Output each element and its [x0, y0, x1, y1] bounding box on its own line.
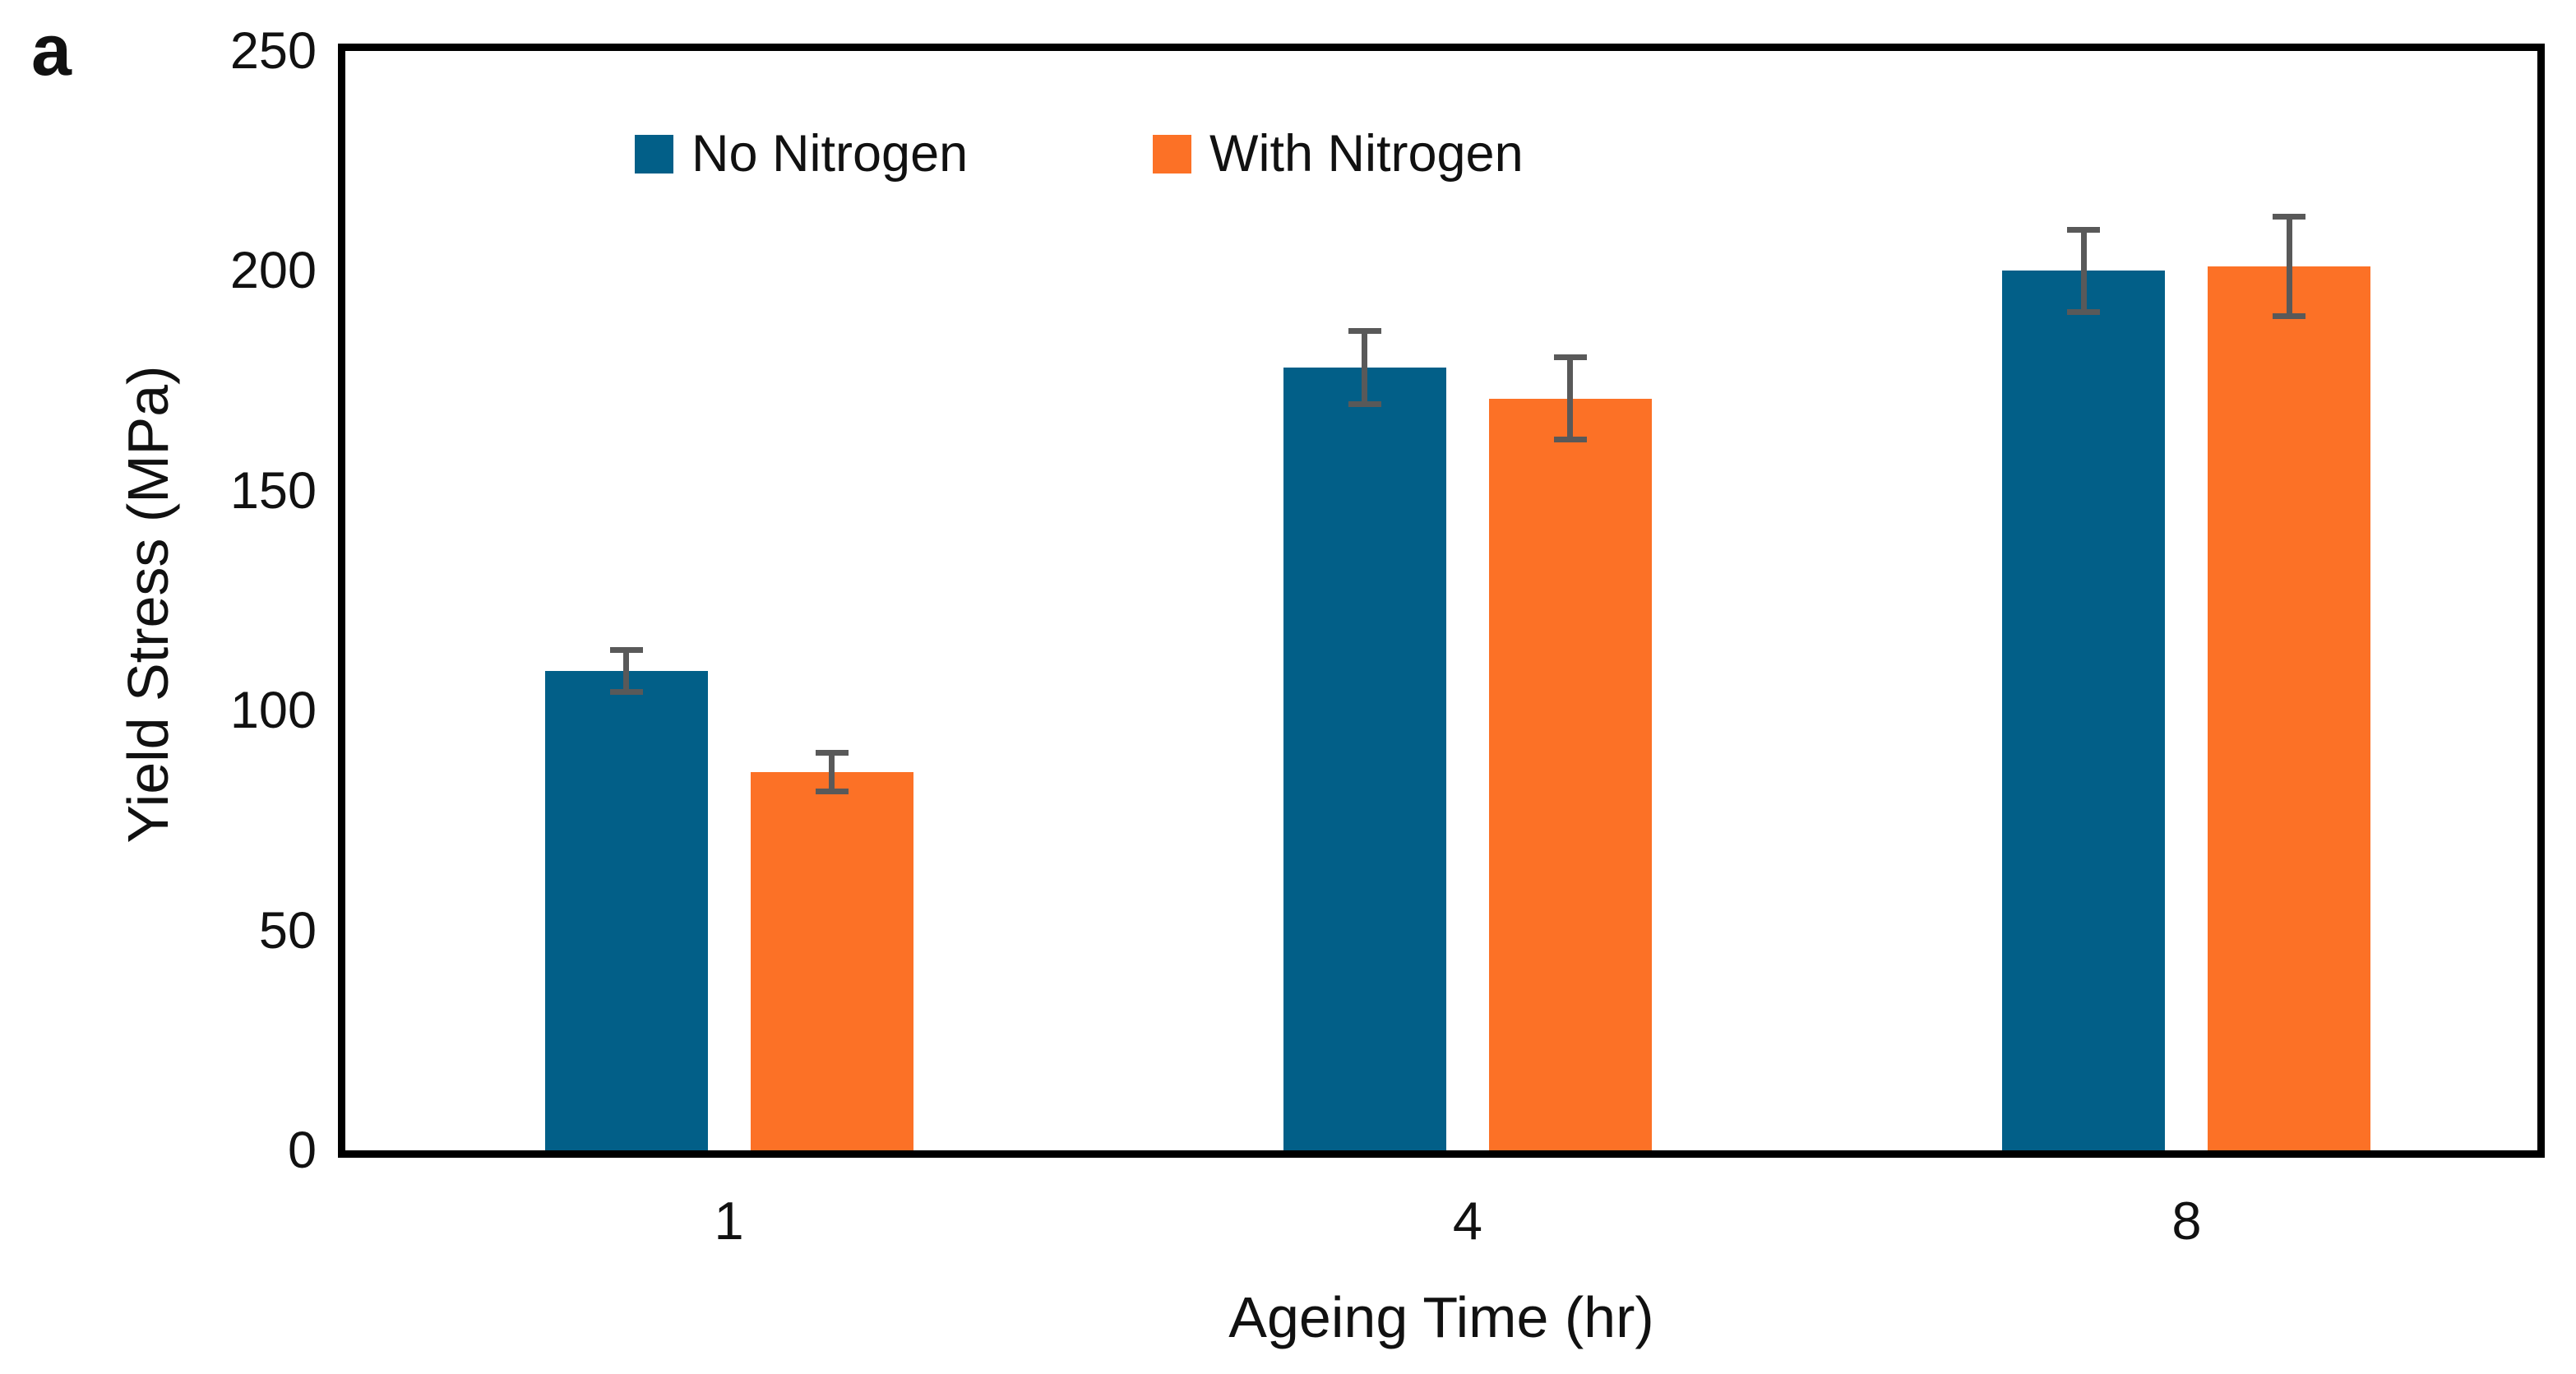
x-tick-label-1: 1: [714, 1191, 744, 1251]
error-bar-line: [1362, 327, 1368, 408]
bar-no-nitrogen-8hr: [2002, 271, 2166, 1150]
y-tick-label-0: 0: [287, 1122, 317, 1179]
error-bar-cap-bottom: [609, 689, 643, 696]
y-axis-title: Yield Stress (MPa): [116, 365, 180, 844]
bar-no-nitrogen-1hr: [544, 671, 708, 1150]
x-tick-label-8: 8: [2171, 1191, 2202, 1251]
y-tick-label-250: 250: [229, 22, 317, 80]
error-bar-cap-top: [2067, 226, 2101, 233]
bar-with-nitrogen-1hr: [750, 772, 913, 1150]
error-bar-line: [829, 750, 835, 794]
error-bar-cap-bottom: [1553, 436, 1587, 442]
error-bar-cap-top: [609, 646, 643, 653]
panel-label: a: [31, 9, 72, 90]
error-bar-line: [2080, 226, 2087, 315]
error-bar-line: [1567, 354, 1574, 442]
error-bar-cap-bottom: [2067, 308, 2101, 315]
y-tick-label-200: 200: [229, 242, 317, 300]
plot-area: [345, 51, 2537, 1150]
error-bar-cap-bottom: [815, 788, 849, 794]
bar-with-nitrogen-8hr: [2208, 266, 2371, 1150]
error-bar-cap-top: [815, 750, 849, 756]
y-tick-label-100: 100: [229, 682, 317, 740]
error-bar-line: [623, 646, 630, 696]
bar-with-nitrogen-4hr: [1488, 398, 1652, 1150]
error-bar-cap-top: [2273, 213, 2306, 220]
x-tick-label-4: 4: [1452, 1191, 1483, 1251]
x-axis-title: Ageing Time (hr): [1228, 1285, 1654, 1349]
bar-no-nitrogen-4hr: [1283, 368, 1446, 1150]
y-tick-label-50: 50: [258, 901, 317, 960]
error-bar-line: [2286, 213, 2292, 320]
error-bar-cap-top: [1348, 327, 1381, 334]
error-bar-cap-bottom: [2273, 313, 2306, 320]
plot-area-border: [338, 44, 2545, 1158]
error-bar-cap-top: [1553, 354, 1587, 360]
error-bar-cap-bottom: [1348, 401, 1381, 408]
y-tick-label-150: 150: [229, 461, 317, 520]
